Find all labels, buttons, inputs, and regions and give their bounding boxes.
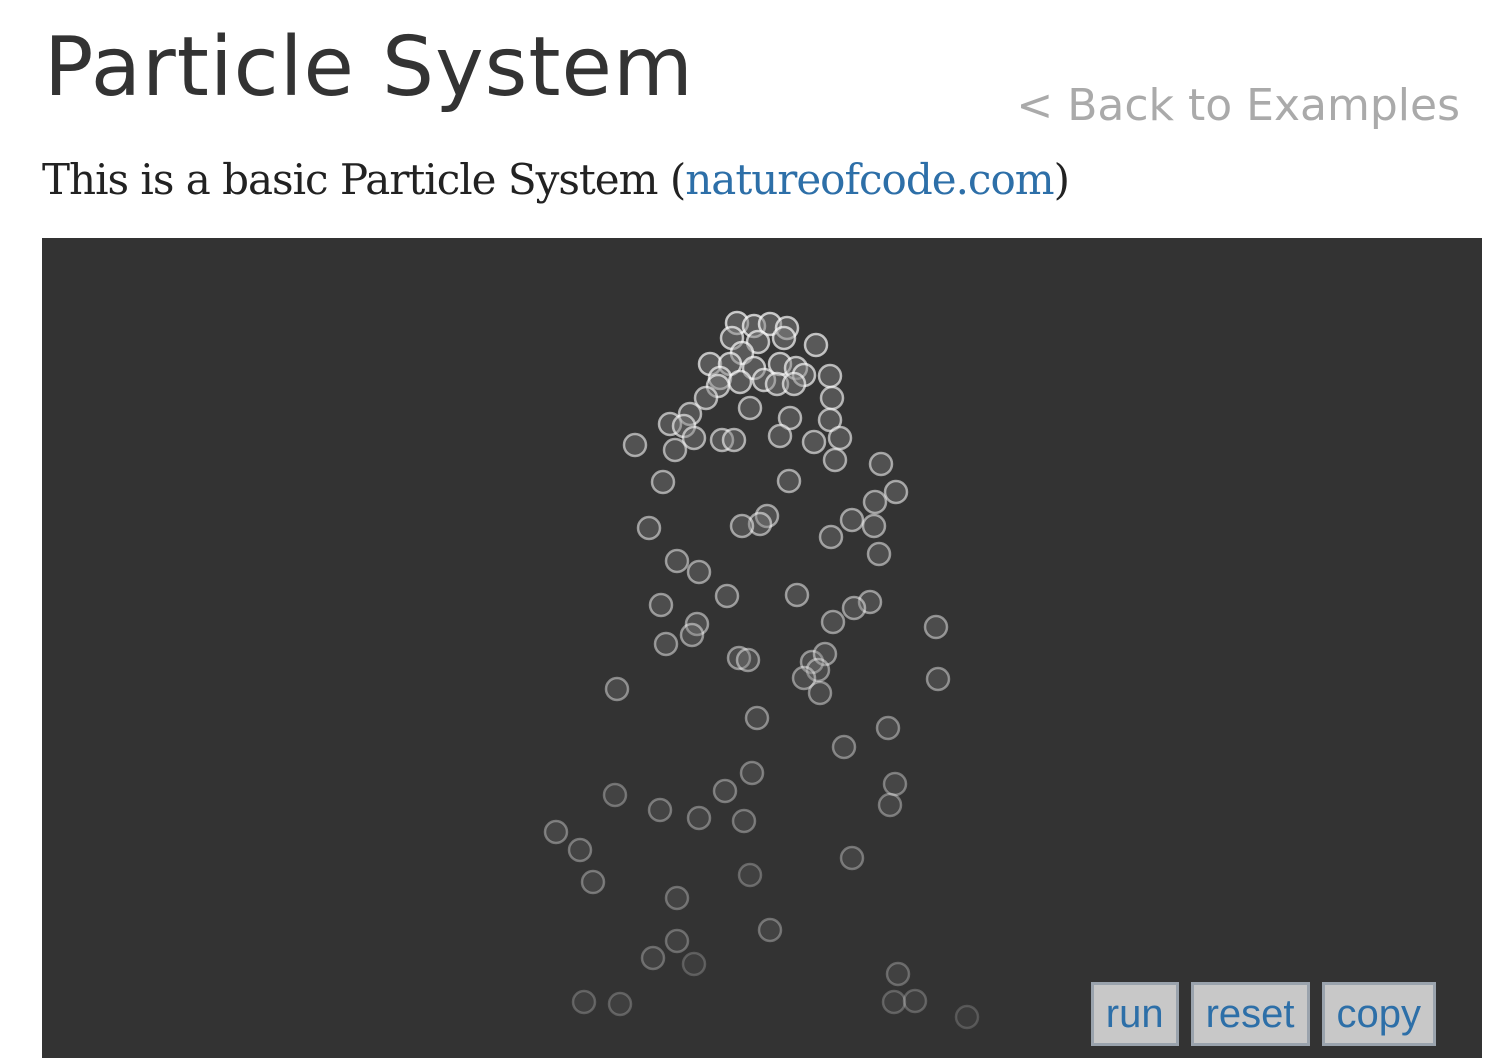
particle <box>607 991 633 1017</box>
particle <box>686 559 712 585</box>
particle <box>776 468 802 494</box>
particle <box>767 423 793 449</box>
particle <box>883 479 909 505</box>
intro-text-end: ) <box>1053 155 1070 204</box>
particle <box>877 792 903 818</box>
sketch-canvas[interactable]: run reset copy <box>42 238 1482 1058</box>
particle <box>737 395 763 421</box>
particle <box>820 609 846 635</box>
particle <box>817 363 843 389</box>
particle <box>650 469 676 495</box>
particle <box>882 771 908 797</box>
particle <box>735 647 761 673</box>
sketch-controls: run reset copy <box>1090 982 1436 1046</box>
particle <box>862 489 888 515</box>
particle <box>902 988 928 1014</box>
particle <box>841 595 867 621</box>
particle <box>640 945 666 971</box>
particle <box>881 989 907 1015</box>
particle <box>686 805 712 831</box>
particle <box>681 425 707 451</box>
particle <box>831 734 857 760</box>
particle <box>827 425 853 451</box>
particle <box>653 631 679 657</box>
particle <box>712 778 738 804</box>
particle <box>681 951 707 977</box>
particle <box>885 961 911 987</box>
particle <box>721 427 747 453</box>
particle <box>923 614 949 640</box>
particle <box>679 622 705 648</box>
intro-text: This is a basic Particle System ( <box>42 155 686 204</box>
particle-system-canvas <box>543 310 980 1030</box>
particle <box>662 437 688 463</box>
particle <box>866 541 892 567</box>
particle <box>925 666 951 692</box>
particle <box>857 589 883 615</box>
particle <box>764 371 790 397</box>
particle <box>812 641 838 667</box>
particle <box>571 989 597 1015</box>
particle <box>739 760 765 786</box>
particle <box>791 665 817 691</box>
particle <box>636 515 662 541</box>
back-to-examples-link[interactable]: < Back to Examples <box>1016 80 1460 131</box>
particle <box>580 869 606 895</box>
particle <box>805 657 831 683</box>
particle <box>602 782 628 808</box>
particle <box>737 862 763 888</box>
particle <box>861 513 887 539</box>
particle <box>729 513 755 539</box>
particle <box>731 808 757 834</box>
particle <box>714 583 740 609</box>
particle <box>839 845 865 871</box>
particle <box>875 715 901 741</box>
page-title: Particle System <box>44 20 694 115</box>
intro-paragraph: This is a basic Particle System (natureo… <box>42 152 1070 208</box>
particle <box>648 592 674 618</box>
particle <box>819 385 845 411</box>
particle <box>822 447 848 473</box>
particle <box>604 676 630 702</box>
particle <box>799 649 825 675</box>
particle <box>771 325 797 351</box>
particle <box>839 507 865 533</box>
particle <box>727 369 753 395</box>
particle <box>567 837 593 863</box>
natureofcode-link[interactable]: natureofcode.com <box>685 155 1054 204</box>
particle <box>803 332 829 358</box>
particle <box>693 385 719 411</box>
particle <box>757 917 783 943</box>
particle <box>622 432 648 458</box>
reset-button[interactable]: reset <box>1190 982 1310 1046</box>
run-button[interactable]: run <box>1090 982 1179 1046</box>
particle <box>647 797 673 823</box>
particle <box>664 885 690 911</box>
particle <box>543 819 569 845</box>
particle <box>664 928 690 954</box>
copy-button[interactable]: copy <box>1321 982 1436 1046</box>
particle <box>954 1004 980 1030</box>
particle <box>726 645 752 671</box>
particle <box>684 611 710 637</box>
particle <box>868 451 894 477</box>
particle <box>818 524 844 550</box>
particle <box>747 511 773 537</box>
particle <box>784 582 810 608</box>
particle <box>807 680 833 706</box>
particle <box>801 429 827 455</box>
particle <box>677 401 703 427</box>
particle <box>664 548 690 574</box>
particle <box>781 371 807 397</box>
particle <box>744 705 770 731</box>
